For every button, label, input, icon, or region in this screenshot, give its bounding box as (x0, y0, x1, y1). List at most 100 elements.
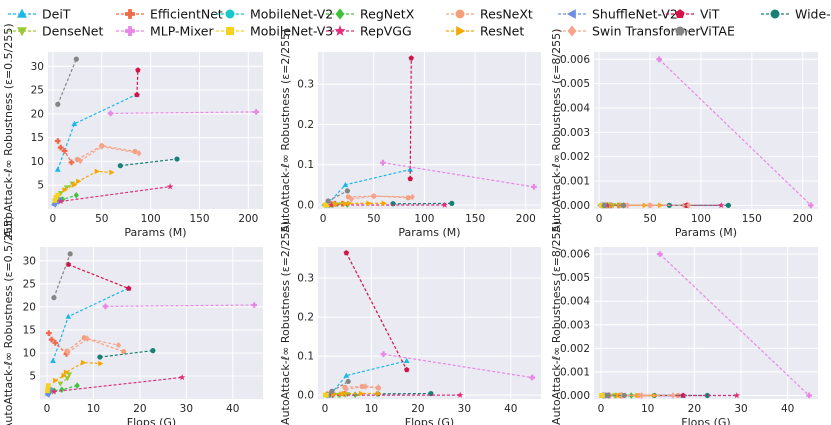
series-line-vit (136, 70, 139, 95)
data-point-mlp-mixer (806, 392, 812, 399)
data-point-swin-transformer (639, 392, 645, 399)
x-tick-label: 10 (641, 403, 654, 415)
data-point-mlp-mixer (380, 159, 386, 166)
series-resnet (53, 359, 104, 384)
legend-marker-vitae (675, 26, 685, 36)
data-point-vitae (67, 251, 73, 257)
x-axis-label: Flops (G) (681, 416, 730, 425)
legend-item-mobilenet-v3: MobileNet-V3 (216, 24, 333, 39)
data-point-swin-transformer (65, 349, 71, 356)
series-line-vitae (53, 253, 71, 298)
y-tick-label: 0.001 (560, 176, 590, 188)
series-densenet (57, 372, 73, 387)
data-point-resnet (343, 200, 349, 207)
data-point-resnet (62, 187, 68, 193)
series-line-deit (57, 93, 138, 170)
series-swin-transformer (65, 335, 122, 356)
y-tick-label: 0.3 (297, 79, 314, 91)
x-tick-label: 10 (365, 403, 378, 415)
x-tick-label: 30 (458, 403, 471, 415)
y-tick-label: 25 (23, 278, 36, 290)
data-point-repvgg (456, 391, 464, 398)
legend-marker-mlp-mixer (125, 26, 135, 36)
data-point-swin-transformer (136, 150, 142, 157)
series-vitae (329, 378, 351, 394)
data-point-vit (134, 92, 140, 98)
y-tick-label: 20 (23, 301, 36, 313)
x-tick-label: 0 (596, 213, 603, 225)
legend-label: DenseNet (42, 24, 103, 39)
panel-3: 0 50 100 150 200 0.000 0.001 0.002 0.003 0.004 0.0… (550, 29, 818, 239)
data-point-resnet (63, 369, 69, 376)
legend-marker-densenet (17, 27, 27, 37)
x-tick-label: 20 (133, 403, 146, 415)
data-point-regnetx (73, 192, 79, 199)
x-tick-label: 30 (734, 403, 747, 415)
x-tick-label: 150 (742, 213, 762, 225)
data-point-vitae (621, 392, 627, 399)
data-point-vit (135, 67, 141, 73)
series-line-vitae (327, 190, 348, 202)
data-point-resnet (72, 181, 78, 188)
legend-item-mobilenet-v2: MobileNet-V2 (216, 7, 333, 22)
legend-item-shufflenet-v2: ShuffleNet-V2 (558, 7, 678, 22)
data-point-deit (403, 357, 410, 363)
data-point-mobilenet-v3 (46, 383, 51, 388)
x-axis-label: Params (M) (124, 226, 186, 239)
x-tick-label: 200 (238, 213, 258, 225)
data-point-mobilenet-v3 (325, 202, 331, 208)
x-tick-label: 200 (793, 213, 813, 225)
series-mobilenet-v3 (323, 392, 329, 398)
legend-item-mlp-mixer: MLP-Mixer (116, 24, 214, 39)
data-point-mlp-mixer (529, 374, 535, 381)
data-point-mobilenet-v3 (53, 195, 59, 200)
legend-item-deit: DeiT (8, 7, 71, 22)
data-point-swin-transformer (686, 202, 692, 209)
legend-label: ViT (700, 7, 720, 22)
data-point-swin-transformer (348, 195, 355, 203)
y-tick-label: 0.3 (297, 273, 314, 285)
y-tick-label: 0.0 (297, 199, 314, 211)
legend: DeiT EfficientNet MobileNet-V2 RegNetX ResNe… (8, 7, 831, 39)
legend-label: ViTAE (700, 24, 735, 39)
data-point-resnet (109, 169, 115, 176)
x-axis-label: Flops (G) (405, 416, 454, 425)
series-vitae (51, 251, 73, 301)
data-point-vitae (51, 295, 57, 301)
series-mobilenet-v3 (45, 383, 51, 394)
y-tick-label: 0.2 (297, 312, 314, 324)
data-point-mlp-mixer (531, 184, 537, 190)
legend-item-vit: ViT (666, 7, 720, 22)
panel-5: 0 10 20 30 40 0.0 0.1 0.2 0.3 Flops (G) AutoAttack… (279, 221, 541, 425)
y-tick-label: 0.000 (560, 200, 590, 212)
data-point-swin-transformer (375, 384, 381, 391)
series-swin-transformer (343, 383, 381, 393)
data-point-deit (71, 120, 78, 126)
data-point-vit (407, 175, 413, 182)
legend-item-wide-resnet: Wide-ResNet (761, 7, 831, 22)
data-point-repvgg (166, 183, 174, 190)
legend-marker-efficientnet (125, 9, 135, 19)
x-tick-label: 50 (367, 213, 380, 225)
legend-marker-wide-resnet (770, 9, 780, 19)
data-point-vitae (55, 101, 61, 107)
data-point-deit (342, 181, 349, 188)
x-tick-label: 100 (414, 213, 434, 225)
legend-label: Swin Transformer (592, 24, 701, 39)
data-point-resnet (76, 178, 82, 185)
panel-4: 0 10 20 30 40 5 10 15 20 25 30 Flops (G) AutoAttack-… (2, 216, 263, 425)
series-swin-transformer (77, 143, 142, 165)
legend-marker-resnet (456, 26, 466, 36)
x-axis-label: Params (M) (398, 226, 460, 239)
legend-item-efficientnet: EfficientNet (116, 7, 223, 22)
data-point-densenet (63, 185, 70, 191)
legend-label: ResNet (480, 24, 524, 39)
series-line-repvgg (53, 376, 183, 393)
series-repvgg (57, 183, 174, 205)
legend-label: EfficientNet (150, 7, 223, 22)
y-tick-label: 20 (31, 108, 44, 120)
data-point-vitae (344, 188, 350, 194)
data-point-vit (408, 55, 414, 61)
data-point-swin-transformer (84, 335, 90, 342)
series-line-resnet (54, 361, 101, 382)
